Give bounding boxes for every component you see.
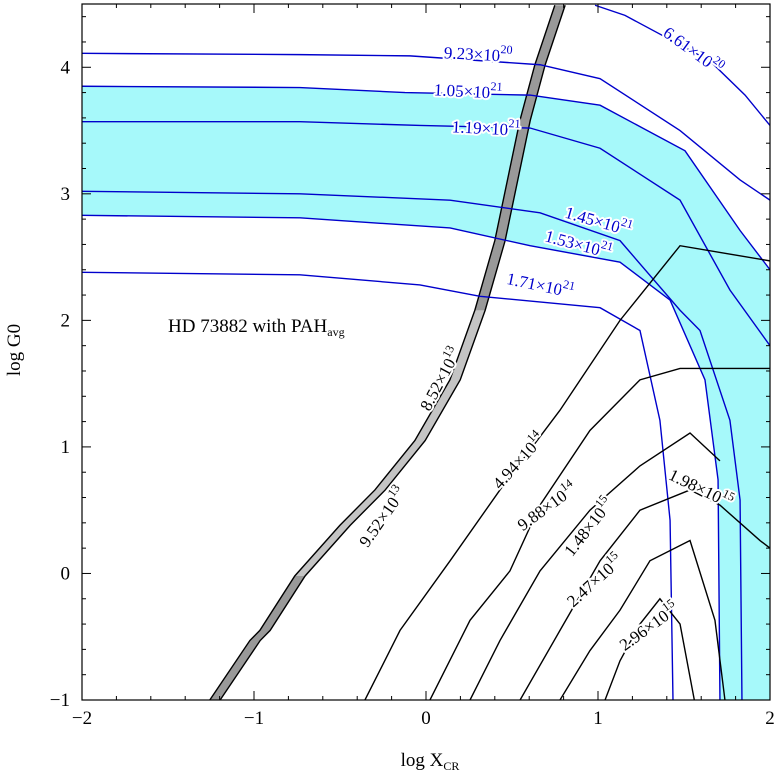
y-tick-label: 2 (61, 310, 71, 331)
x-tick-label: 0 (421, 708, 431, 729)
contour-line (82, 52, 770, 201)
contour-label-base: 1.05×10 (433, 80, 490, 102)
y-tick-label: 3 (61, 184, 71, 205)
contour-label: 1.71×1021 (505, 265, 577, 302)
contour-label-base: 4.94×10 (489, 438, 541, 493)
contour-label-base: 2.96×10 (616, 606, 673, 654)
contour-label-base: 1.98×10 (666, 465, 725, 507)
contour-line (594, 4, 770, 126)
contour-line (82, 190, 743, 700)
contour-line (82, 120, 770, 347)
contour-label-script: 21 (600, 237, 615, 254)
y-tick-label: −1 (50, 690, 70, 711)
x-tick-label: 1 (593, 708, 603, 729)
contour-line (604, 597, 696, 700)
band-highlight (294, 310, 486, 576)
contour-line (364, 244, 770, 700)
contour-line (559, 539, 726, 700)
y-tick-label: 4 (61, 57, 71, 78)
contour-line (469, 432, 721, 700)
annotation-base: HD 73882 with PAH (168, 316, 328, 337)
contour-line (82, 214, 721, 700)
contour-label-script: 21 (508, 116, 521, 131)
contour-label-script: 21 (562, 277, 577, 293)
y-tick-label: 0 (61, 563, 71, 584)
contour-label: 1.19×1021 (451, 113, 520, 140)
contour-label-base: 1.71×10 (505, 269, 564, 299)
shaded-region (82, 86, 770, 700)
band-contour (219, 5, 566, 700)
contour-label: 9.88×1014 (511, 476, 580, 535)
contour-label-base: 6.61×10 (660, 23, 717, 71)
x-tick-label: 2 (765, 708, 775, 729)
contour-label-base: 1.19×10 (451, 117, 508, 139)
contour-label-base: 9.23×10 (443, 43, 500, 65)
contour-label-base: 9.88×10 (514, 486, 571, 534)
contour-line (82, 271, 674, 700)
contour-label-base: 1.48×10 (560, 504, 610, 560)
plot-area (82, 4, 770, 700)
contour-line (82, 85, 770, 271)
contour-label-script: 20 (500, 42, 513, 57)
contour-label-script: 21 (490, 79, 503, 94)
annotation: HD 73882 with PAHavg (168, 316, 345, 339)
x-tick-label: −2 (72, 708, 92, 729)
annotation-script: avg (327, 325, 344, 339)
contour-label: 4.94×1014 (486, 426, 549, 492)
contour-label-base: 2.47×10 (563, 559, 618, 611)
y-axis-label: log G0 (4, 324, 25, 376)
contour-line (519, 489, 770, 700)
contour-label-script: 21 (620, 214, 635, 231)
x-tick-label: −1 (244, 708, 264, 729)
contour-line (429, 367, 770, 700)
y-tick-label: 1 (61, 437, 71, 458)
x-axis-label: log XCR (401, 750, 460, 773)
band-contour (209, 5, 556, 700)
x-axis-label-base: log X (401, 750, 444, 771)
x-axis-label-script: CR (443, 759, 459, 773)
